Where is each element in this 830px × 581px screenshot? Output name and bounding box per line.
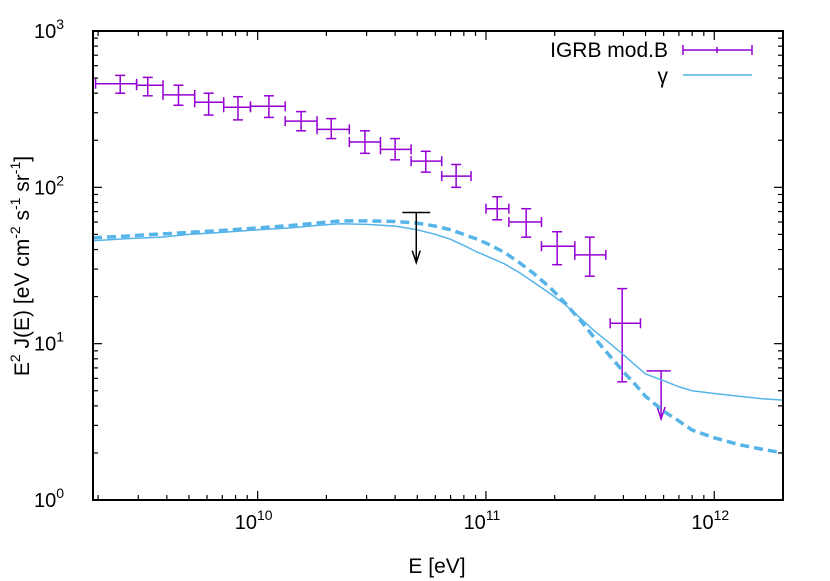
tick-base: 10 [34, 490, 56, 512]
data-point [162, 84, 196, 107]
tick-base: 10 [464, 512, 486, 534]
plot-frame [92, 30, 784, 501]
upper-limit-arrowhead [411, 250, 421, 265]
tick-exponent: 11 [486, 507, 501, 523]
data-point [540, 230, 576, 266]
data-point [609, 287, 642, 383]
data-point [193, 92, 225, 116]
y-tick-label: 100 [34, 485, 64, 512]
axis-ticks [93, 31, 784, 501]
y-tick-label: 101 [34, 329, 64, 356]
data-point [316, 117, 351, 140]
gamma-line [93, 222, 783, 401]
tick-base: 10 [235, 512, 257, 534]
data-point [222, 95, 252, 121]
data-point [348, 130, 382, 155]
tick-exponent: 12 [714, 507, 730, 523]
x-tick-label: 1012 [691, 507, 729, 534]
data-point [440, 163, 472, 189]
x-tick-label: 1010 [235, 507, 273, 534]
upper-limit-arrowhead [656, 406, 666, 422]
data-point [574, 236, 607, 277]
y-tick-label: 103 [34, 16, 64, 43]
legend-label-igrb: IGRB mod.B [550, 39, 668, 62]
data-point [410, 150, 443, 173]
tick-exponent: 1 [56, 329, 64, 345]
y-tick-label: 102 [34, 172, 64, 199]
upper-limit-marker [402, 211, 431, 265]
tick-exponent: 0 [56, 485, 64, 501]
tick-exponent: 10 [257, 507, 273, 523]
data-point [94, 74, 138, 94]
tick-exponent: 2 [56, 172, 64, 188]
tick-base: 10 [691, 512, 713, 534]
data-point [284, 110, 318, 132]
data-point [508, 207, 543, 238]
data-point [249, 95, 286, 119]
legend: IGRB mod.B γ [550, 39, 753, 88]
data-point [379, 137, 412, 161]
y-axis-label: E2 J(E) [eV cm-2 s-1 sr-1] [7, 156, 34, 376]
gamma-dashed-line [93, 219, 783, 455]
tick-exponent: 3 [56, 16, 64, 32]
tick-base: 10 [34, 334, 56, 356]
igrb-points [94, 74, 671, 422]
plot-area [93, 74, 783, 455]
legend-swatch-igrb [682, 45, 753, 55]
tick-base: 10 [34, 177, 56, 199]
data-point [485, 196, 510, 221]
upper-limit-marker [646, 370, 671, 422]
x-tick-label: 1011 [464, 507, 501, 534]
tick-base: 10 [34, 21, 56, 43]
legend-label-gamma: γ [658, 65, 669, 88]
data-point [135, 76, 164, 97]
x-axis-label: E [eV] [408, 555, 465, 578]
